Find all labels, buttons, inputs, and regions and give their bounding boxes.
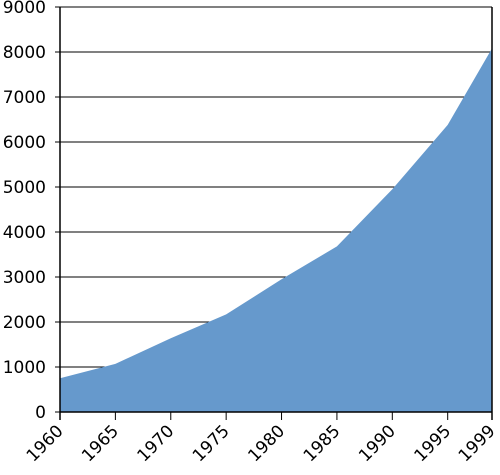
y-tick-label: 3000 — [3, 268, 46, 288]
axes — [55, 6, 493, 420]
x-tick-label: 1995 — [410, 421, 455, 466]
y-tick-label: 9000 — [3, 0, 46, 18]
y-tick-label: 2000 — [3, 313, 46, 333]
grid-lines — [60, 6, 492, 368]
y-tick-label: 6000 — [3, 133, 46, 153]
x-tick-label: 1975 — [189, 421, 234, 466]
x-tick-labels: 1960 1965 1970 1975 1980 1985 1990 1995 1999 — [23, 421, 500, 466]
y-tick-label: 1000 — [3, 358, 46, 378]
x-tick-label: 1999 — [455, 421, 500, 466]
x-tick-label: 1985 — [300, 421, 345, 466]
y-tick-label: 7000 — [3, 88, 46, 108]
area-series — [60, 48, 492, 413]
x-tick-label: 1990 — [355, 421, 400, 466]
y-tick-label: 5000 — [3, 178, 46, 198]
y-tick-label: 0 — [35, 403, 46, 423]
x-tick-label: 1965 — [78, 421, 123, 466]
y-tick-labels: 0 1000 2000 3000 4000 5000 6000 7000 8000 9000 — [3, 0, 46, 423]
plot-area — [60, 48, 492, 413]
x-tick-label: 1980 — [244, 421, 289, 466]
y-tick-label: 4000 — [3, 223, 46, 243]
y-tick-label: 8000 — [3, 43, 46, 63]
x-tick-label: 1970 — [134, 421, 179, 466]
x-tick-label: 1960 — [23, 421, 68, 466]
